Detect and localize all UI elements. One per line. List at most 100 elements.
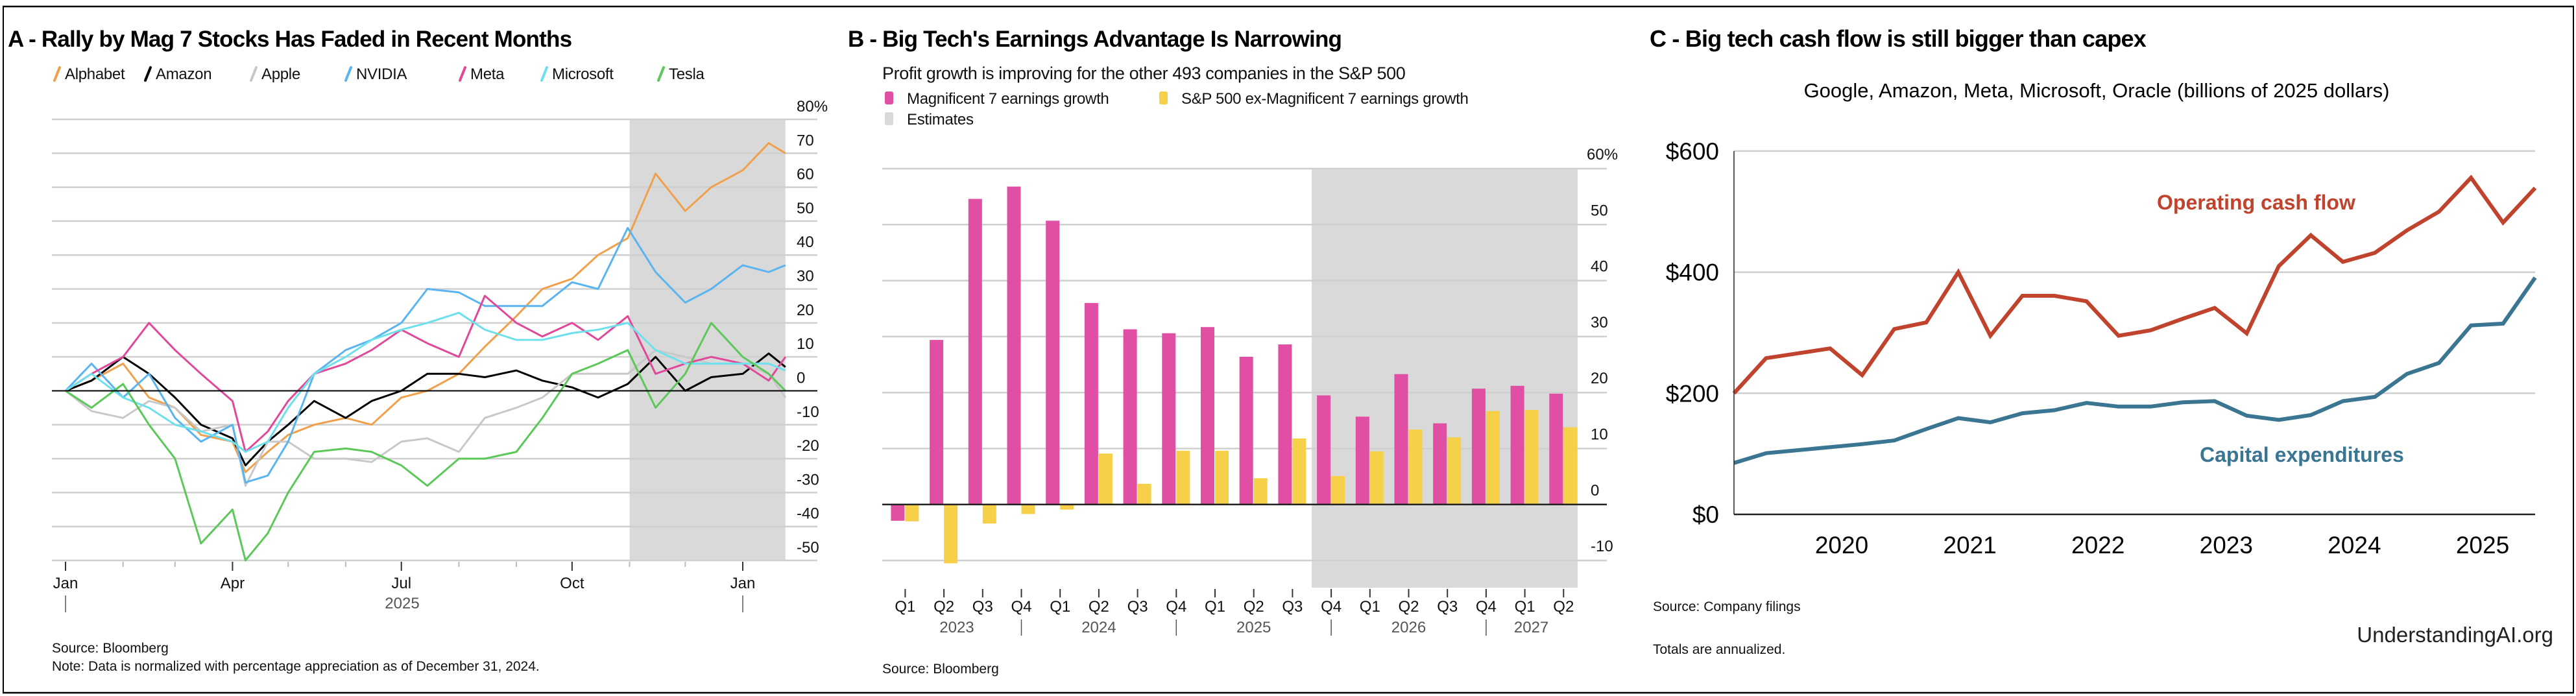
- x-tick-label: Q3: [1437, 598, 1458, 616]
- legend-label: NVIDIA: [356, 66, 407, 83]
- y-tick-label: $400: [1666, 259, 1719, 286]
- bar-sp493: [1524, 409, 1539, 505]
- bar-mag7: [891, 504, 905, 521]
- bar-mag7: [1549, 393, 1563, 505]
- bar-mag7: [1471, 389, 1486, 505]
- x-tick-label: Q3: [1127, 598, 1148, 616]
- bar-sp493: [1486, 411, 1500, 505]
- panel-a-legend: Alphabet Amazon Apple NVIDIA Meta Microsoft Te…: [53, 66, 705, 83]
- series-line-nvidia: [64, 226, 786, 484]
- panel-a-stock-chart: A - Rally by Mag 7 Stocks Has Faded in R…: [8, 27, 828, 674]
- bar-mag7: [1278, 344, 1292, 505]
- y-tick-label: 50: [1591, 202, 1608, 219]
- bar-mag7: [930, 340, 944, 505]
- bar-mag7: [1007, 186, 1021, 505]
- x-tick-label: Q4: [1321, 598, 1342, 616]
- x-tick-label: Q1: [1360, 598, 1380, 616]
- y-tick-label: 20: [1591, 370, 1608, 387]
- x-tick-label: Jan: [53, 575, 78, 592]
- series-line-operating-cash-flow: [1732, 174, 2537, 395]
- x-tick-label: Q3: [972, 598, 993, 616]
- panel-c-note: Totals are annualized.: [1653, 642, 1785, 657]
- series-line-amazon: [65, 352, 786, 466]
- y-tick-label: -40: [797, 505, 819, 523]
- legend-swatch: [885, 91, 893, 104]
- y-tick-label: -30: [797, 471, 819, 488]
- x-year-label: 2024: [1081, 619, 1116, 636]
- bar-mag7: [1123, 329, 1137, 505]
- bar-sp493: [1563, 427, 1578, 505]
- bar-mag7: [1201, 327, 1214, 505]
- x-tick-label: Q1: [1205, 598, 1225, 616]
- bar-sp493: [1253, 478, 1268, 505]
- x-tick-label: Q2: [933, 598, 954, 616]
- bar-mag7: [968, 198, 982, 505]
- x-tick-label: 2025: [2456, 532, 2509, 558]
- panel-c-cashflow-chart: C - Big tech cash flow is still bigger t…: [1650, 25, 2553, 657]
- bar-mag7: [1433, 423, 1447, 505]
- bar-sp493: [1292, 438, 1306, 505]
- legend-label: Tesla: [669, 66, 704, 83]
- legend-swatch-apple: [250, 66, 258, 82]
- bar-sp493: [982, 504, 996, 524]
- bar-sp493: [1060, 504, 1074, 510]
- y-tick-label: 10: [797, 335, 814, 353]
- x-tick-label: Q4: [1476, 598, 1497, 616]
- bar-sp493: [1021, 504, 1035, 514]
- x-tick-label: Q2: [1089, 598, 1109, 616]
- y-tick-label: 40: [1591, 258, 1608, 276]
- x-tick-label: Oct: [560, 575, 584, 592]
- y-tick-label: 40: [797, 234, 814, 251]
- series-label-capital-expenditures: Capital expenditures: [2200, 443, 2404, 466]
- y-tick-label: 0: [1591, 482, 1599, 499]
- legend-swatch-tesla: [657, 66, 665, 82]
- y-tick-label: 30: [1591, 314, 1608, 331]
- x-tick-label: Q2: [1553, 598, 1574, 616]
- panel-c-title: C - Big tech cash flow is still bigger t…: [1650, 25, 2147, 52]
- panel-b-plot: 60% 50 40 30 20 10 0 -10 Q1 Q2 Q3 Q4 Q1 Q2 Q3 Q4 Q1 Q2 Q3 Q…: [882, 146, 1618, 636]
- x-tick-label: 2024: [2328, 532, 2381, 558]
- x-year-label: 2025: [1236, 619, 1271, 636]
- legend-label: Estimates: [907, 111, 974, 128]
- series-line-capital-expenditures: [1733, 276, 2537, 465]
- x-tick-label: Q2: [1244, 598, 1264, 616]
- bar-sp493: [1137, 483, 1151, 505]
- legend-swatch-microsoft: [540, 66, 548, 82]
- x-tick-label: Q4: [1166, 598, 1186, 616]
- x-tick-label: 2021: [1943, 532, 1996, 558]
- bar-mag7: [1510, 385, 1524, 505]
- y-tick-label: 80%: [797, 98, 828, 115]
- bar-mag7: [1162, 333, 1176, 505]
- y-tick-label: $600: [1666, 138, 1719, 165]
- bar-sp493: [1447, 437, 1462, 505]
- y-tick-label: 60%: [1587, 146, 1618, 163]
- bar-mag7: [1317, 395, 1331, 505]
- y-tick-label: -20: [797, 437, 819, 455]
- bar-sp493: [905, 504, 919, 522]
- series-label-operating-cash-flow: Operating cash flow: [2157, 191, 2355, 214]
- panel-b-subtitle: Profit growth is improving for the other…: [882, 64, 1405, 83]
- y-tick-label: 20: [797, 302, 814, 319]
- panel-c-plot: $600 $400 $200 $0 2020 2021 2022 2023 2024 2025 Op…: [1666, 138, 2537, 558]
- panel-b-source: Source: Bloomberg: [882, 662, 999, 677]
- x-tick-label: Apr: [221, 575, 245, 592]
- y-tick-label: -10: [797, 403, 819, 421]
- legend-swatch: [885, 112, 893, 125]
- bar-mag7: [1394, 374, 1408, 505]
- legend-swatch-meta: [459, 66, 466, 82]
- x-tick-label: Q4: [1011, 598, 1031, 616]
- y-tick-label: -10: [1591, 538, 1613, 555]
- x-year-label: 2025: [385, 595, 419, 612]
- y-tick-label: 10: [1591, 426, 1608, 444]
- y-tick-label: 50: [797, 200, 814, 217]
- bar-mag7: [1084, 303, 1098, 505]
- panel-c-source: Source: Company filings: [1653, 599, 1801, 614]
- panel-a-title: A - Rally by Mag 7 Stocks Has Faded in R…: [8, 27, 572, 52]
- series-line-microsoft: [65, 311, 786, 453]
- bar-sp493: [1098, 453, 1113, 505]
- bar-mag7: [1046, 221, 1060, 505]
- panel-c-credit: UnderstandingAI.org: [2357, 623, 2553, 647]
- y-tick-label: 70: [797, 132, 814, 149]
- panel-c-subtitle: Google, Amazon, Meta, Microsoft, Oracle …: [1804, 79, 2390, 102]
- bar-sp493: [1331, 475, 1345, 505]
